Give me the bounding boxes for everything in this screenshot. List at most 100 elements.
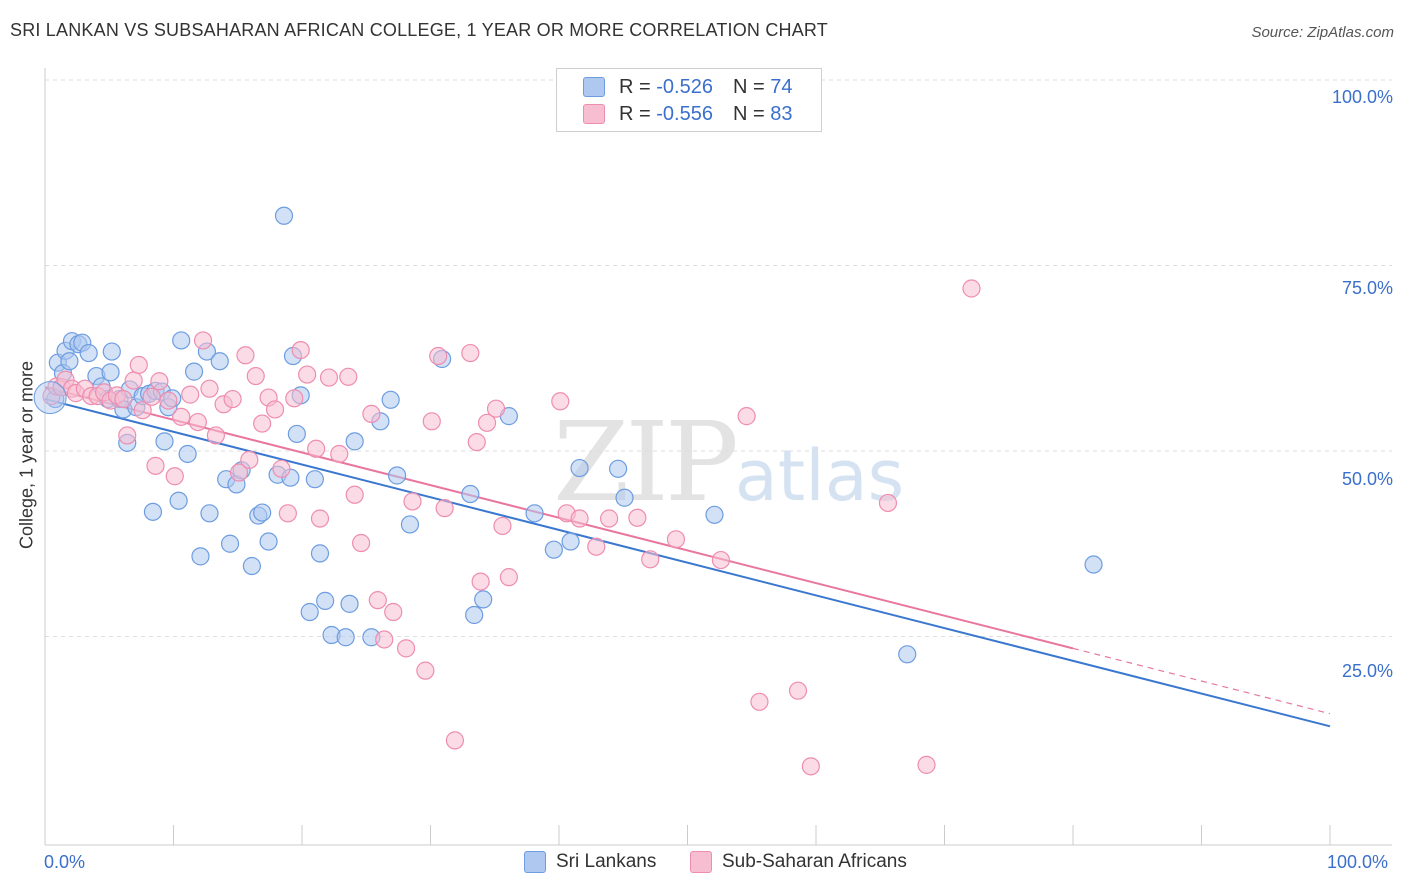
data-point — [666, 530, 686, 549]
y-tick-label-100: 100.0% — [1331, 87, 1393, 107]
data-point — [561, 532, 580, 551]
data-point — [801, 757, 820, 776]
data-point — [285, 389, 304, 408]
data-point — [319, 368, 339, 387]
data-point — [220, 534, 240, 553]
data-point — [155, 432, 174, 451]
data-point — [345, 485, 364, 504]
legend-n-value: 83 — [770, 102, 793, 125]
data-point — [705, 505, 724, 524]
data-point — [471, 572, 490, 591]
trend-lines — [44, 386, 1331, 728]
data-point — [474, 590, 493, 609]
data-point — [628, 508, 647, 527]
legend-swatch-pink — [583, 104, 605, 124]
data-point — [159, 391, 178, 410]
legend-n-label: N = — [732, 102, 765, 125]
data-point — [265, 400, 285, 419]
data-point — [101, 363, 120, 382]
legend-n-value: 74 — [770, 75, 793, 98]
data-point — [384, 602, 403, 622]
source-label: Source: ZipAtlas.com — [1251, 24, 1394, 41]
data-point — [291, 340, 310, 360]
data-point — [259, 532, 278, 551]
data-point — [298, 365, 317, 384]
series-sub-saharan-africans — [42, 279, 981, 776]
data-point — [200, 504, 219, 523]
data-point — [429, 346, 448, 366]
x-tick-label-max: 100.0% — [1327, 852, 1389, 872]
data-point — [310, 544, 330, 563]
data-point — [253, 414, 272, 433]
data-point — [242, 556, 261, 576]
data-point — [188, 412, 208, 432]
legend-row-sri-lankans: R = -0.526 N = 74 — [583, 75, 792, 99]
data-point — [310, 509, 330, 528]
data-point — [878, 493, 898, 513]
data-point — [461, 484, 480, 504]
data-point — [362, 404, 381, 423]
data-point — [142, 387, 161, 406]
data-point — [400, 515, 420, 534]
data-point — [467, 432, 486, 452]
bottom-legend-label: Sub-Saharan Africans — [722, 851, 907, 872]
data-point — [416, 661, 435, 680]
data-point — [962, 279, 981, 298]
data-point — [210, 352, 229, 371]
stats-legend: R = -0.526 N = 74 R = -0.556 N = 83 — [556, 68, 822, 132]
data-points — [33, 206, 1103, 776]
data-point — [307, 439, 326, 458]
data-point — [461, 343, 480, 363]
data-point — [223, 389, 242, 409]
data-point — [253, 503, 272, 522]
data-point — [368, 591, 387, 610]
data-point — [300, 602, 319, 622]
data-point — [229, 463, 249, 482]
data-point — [396, 639, 416, 658]
data-point — [387, 466, 407, 485]
data-point — [615, 488, 634, 507]
data-point — [381, 390, 400, 409]
data-point — [287, 424, 306, 444]
data-point — [184, 362, 204, 381]
chart-title: SRI LANKAN VS SUBSAHARAN AFRICAN COLLEGE… — [10, 20, 828, 40]
legend-r-label: R = — [619, 75, 651, 98]
y-tick-label-25: 25.0% — [1341, 661, 1393, 681]
data-point — [340, 594, 359, 613]
legend-r-label: R = — [619, 102, 651, 125]
data-point — [435, 499, 454, 518]
data-point — [339, 367, 358, 386]
data-point — [165, 467, 184, 486]
data-point — [274, 206, 294, 225]
trend-line-0 — [44, 398, 1331, 728]
data-point — [525, 504, 544, 523]
data-point — [178, 444, 197, 464]
data-point — [422, 412, 441, 431]
legend-n-label: N = — [732, 75, 765, 98]
data-point — [917, 755, 936, 774]
data-point — [477, 413, 497, 432]
data-point — [600, 509, 619, 528]
data-point — [236, 346, 255, 365]
data-point — [143, 502, 163, 521]
data-point — [641, 550, 660, 569]
data-point — [737, 407, 756, 426]
data-point — [305, 470, 324, 489]
data-point — [486, 399, 506, 418]
data-point — [336, 628, 355, 647]
data-point — [316, 591, 335, 610]
data-point — [570, 509, 589, 528]
data-point — [124, 371, 143, 390]
data-point — [79, 343, 98, 363]
legend-r-value: -0.526 — [656, 75, 713, 98]
data-point — [193, 331, 213, 350]
bottom-legend-swatch-pink — [690, 851, 712, 873]
trend-line-dashed-1 — [1072, 647, 1331, 715]
data-point — [345, 432, 364, 451]
data-point — [146, 456, 165, 475]
data-point — [330, 444, 349, 464]
data-point — [609, 459, 628, 478]
data-point — [118, 426, 137, 445]
bottom-legend-sri-lankans: Sri Lankans — [524, 851, 656, 873]
data-point — [246, 366, 265, 386]
